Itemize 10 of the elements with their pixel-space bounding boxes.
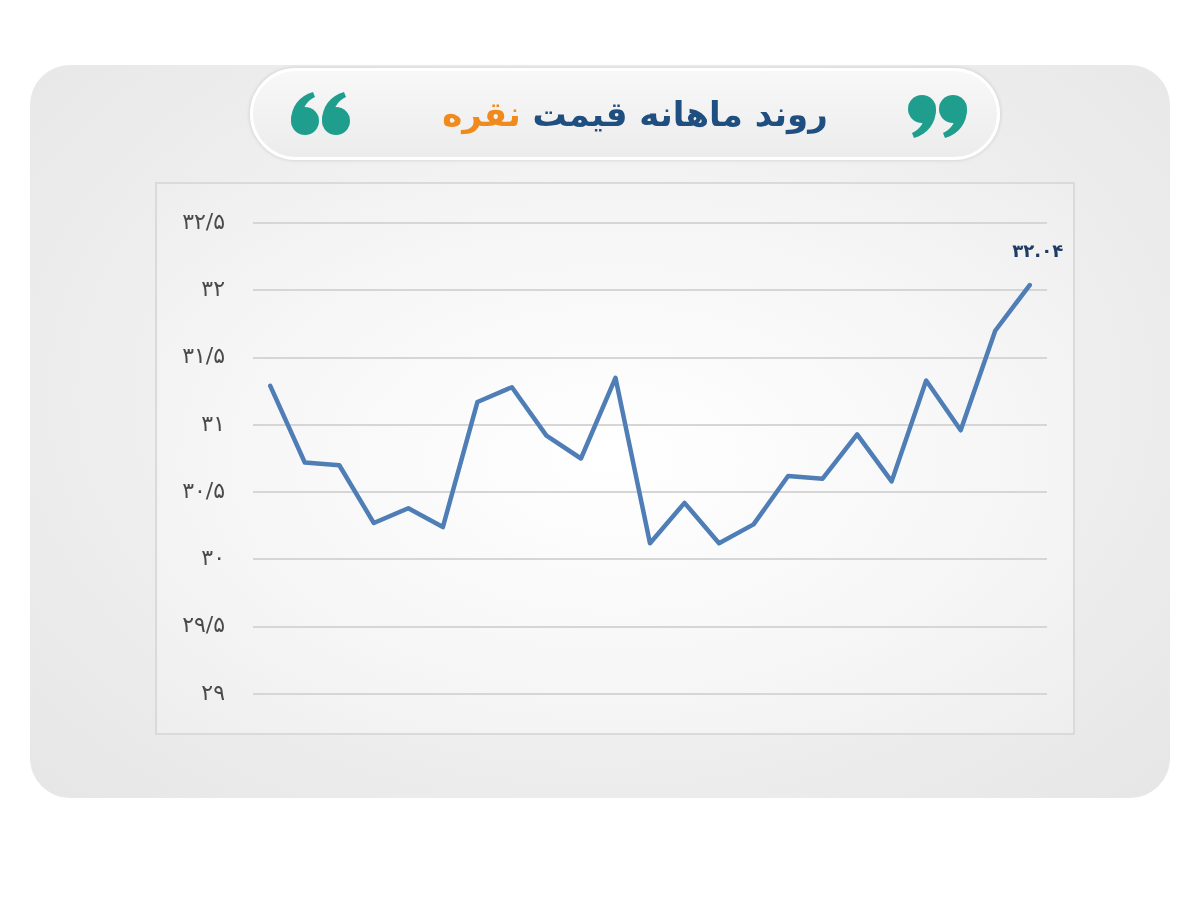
y-tick-label: ۲۹/۵ (182, 612, 225, 638)
chart-title: روند ماهانه قیمت نقره (442, 94, 828, 134)
y-tick-label: ۳۱ (201, 410, 225, 436)
y-tick-label: ۳۲/۵ (182, 208, 225, 234)
data-label: ۳۲.۰۴ (1012, 239, 1064, 261)
y-tick-label: ۳۰/۵ (182, 477, 225, 503)
y-tick-label: ۳۲ (201, 276, 225, 302)
y-tick-label: ۳۰ (201, 545, 225, 571)
y-tick-label: ۲۹ (201, 679, 225, 705)
y-tick-label: ۳۱/۵ (182, 343, 225, 369)
